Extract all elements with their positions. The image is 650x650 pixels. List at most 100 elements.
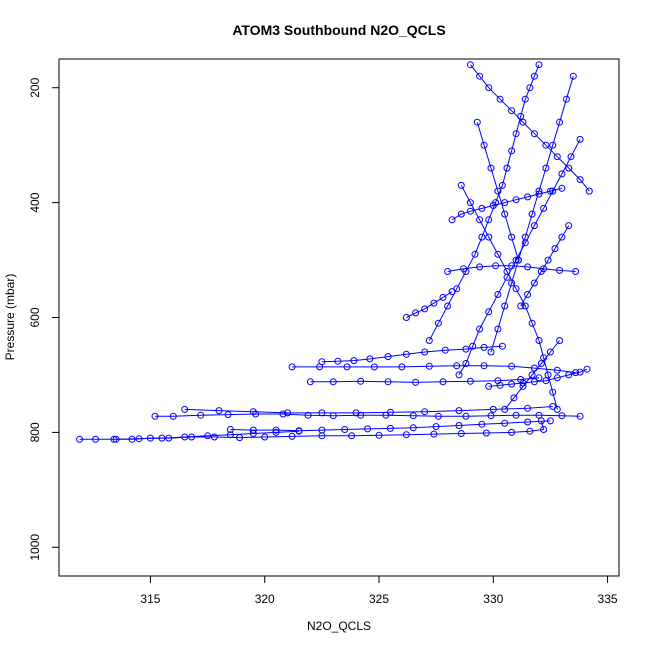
data-point bbox=[181, 433, 189, 441]
data-point bbox=[496, 95, 504, 103]
data-point bbox=[524, 291, 532, 298]
data-point bbox=[457, 210, 465, 218]
series-line bbox=[155, 413, 581, 417]
data-point bbox=[375, 431, 383, 439]
data-point bbox=[478, 204, 486, 212]
data-point bbox=[492, 262, 500, 270]
data-point bbox=[494, 250, 502, 258]
data-point bbox=[530, 130, 538, 138]
data-point bbox=[535, 190, 543, 198]
data-point bbox=[512, 411, 520, 419]
y-tick-label: 600 bbox=[28, 307, 42, 327]
data-point bbox=[279, 410, 287, 418]
data-point bbox=[521, 302, 529, 310]
data-point bbox=[517, 302, 525, 310]
data-point bbox=[553, 405, 561, 413]
data-point bbox=[567, 153, 575, 161]
data-point bbox=[439, 378, 447, 386]
data-point bbox=[494, 325, 502, 333]
data-point bbox=[92, 435, 100, 443]
data-point bbox=[210, 433, 218, 441]
data-point bbox=[466, 207, 474, 215]
data-point bbox=[402, 350, 410, 358]
data-point bbox=[496, 381, 504, 389]
data-point bbox=[434, 412, 442, 420]
data-point bbox=[485, 308, 493, 316]
data-point bbox=[135, 435, 143, 443]
data-point bbox=[384, 378, 392, 386]
series-line bbox=[447, 265, 576, 272]
data-point bbox=[181, 405, 189, 413]
x-axis: 315 320 325 330 335 bbox=[140, 575, 618, 606]
data-point bbox=[272, 426, 280, 434]
series-line bbox=[488, 368, 588, 387]
data-point bbox=[576, 176, 584, 184]
data-point bbox=[480, 141, 488, 149]
data-layer bbox=[76, 61, 593, 443]
data-point bbox=[412, 309, 420, 317]
x-tick-label: 315 bbox=[140, 592, 160, 606]
data-point bbox=[462, 345, 470, 353]
data-point bbox=[537, 268, 545, 275]
data-point bbox=[441, 346, 449, 354]
data-point bbox=[510, 394, 518, 402]
data-point bbox=[304, 411, 312, 419]
data-point bbox=[519, 382, 527, 390]
data-point bbox=[508, 380, 516, 388]
data-point bbox=[409, 412, 417, 420]
data-point bbox=[546, 348, 554, 356]
y-axis: 200 400 600 800 1000 bbox=[28, 77, 60, 561]
data-point bbox=[549, 388, 557, 396]
data-point bbox=[402, 314, 410, 321]
data-point bbox=[524, 193, 532, 201]
data-point bbox=[556, 266, 564, 274]
data-point bbox=[386, 424, 394, 432]
data-point bbox=[530, 72, 538, 80]
data-point bbox=[480, 362, 488, 370]
data-point bbox=[366, 355, 374, 363]
data-point bbox=[466, 61, 474, 69]
data-point bbox=[551, 245, 559, 253]
data-point bbox=[512, 256, 520, 264]
data-point bbox=[224, 411, 232, 419]
data-point bbox=[261, 433, 269, 441]
data-point bbox=[528, 210, 536, 218]
data-point bbox=[503, 164, 511, 172]
data-point bbox=[306, 378, 314, 386]
data-point bbox=[569, 72, 577, 80]
data-point bbox=[508, 147, 516, 155]
data-point bbox=[585, 187, 593, 195]
x-tick-label: 330 bbox=[483, 592, 503, 606]
data-point bbox=[409, 424, 417, 432]
data-point bbox=[544, 256, 552, 264]
data-point bbox=[421, 348, 429, 356]
data-point bbox=[457, 181, 465, 189]
x-tick-label: 335 bbox=[598, 592, 618, 606]
data-point bbox=[553, 153, 561, 161]
data-point bbox=[284, 409, 292, 417]
x-axis-label: N2O_QCLS bbox=[307, 619, 371, 633]
data-point bbox=[535, 61, 543, 69]
series-line bbox=[116, 430, 300, 440]
data-point bbox=[537, 360, 545, 367]
series-line bbox=[406, 291, 453, 318]
data-point bbox=[553, 366, 561, 374]
data-point bbox=[540, 204, 548, 212]
data-point bbox=[112, 435, 120, 443]
data-point bbox=[295, 427, 303, 435]
data-point bbox=[556, 118, 564, 126]
data-point bbox=[524, 404, 532, 412]
data-point bbox=[494, 291, 502, 298]
data-point bbox=[498, 342, 506, 350]
data-point bbox=[204, 432, 212, 440]
data-point bbox=[540, 426, 548, 433]
data-point bbox=[508, 428, 516, 436]
data-point bbox=[421, 408, 429, 416]
data-point bbox=[503, 268, 511, 275]
data-point bbox=[421, 305, 429, 313]
data-point bbox=[455, 371, 463, 379]
data-point bbox=[318, 409, 326, 417]
data-point bbox=[530, 222, 538, 230]
data-point bbox=[576, 135, 584, 143]
data-point bbox=[448, 288, 456, 296]
